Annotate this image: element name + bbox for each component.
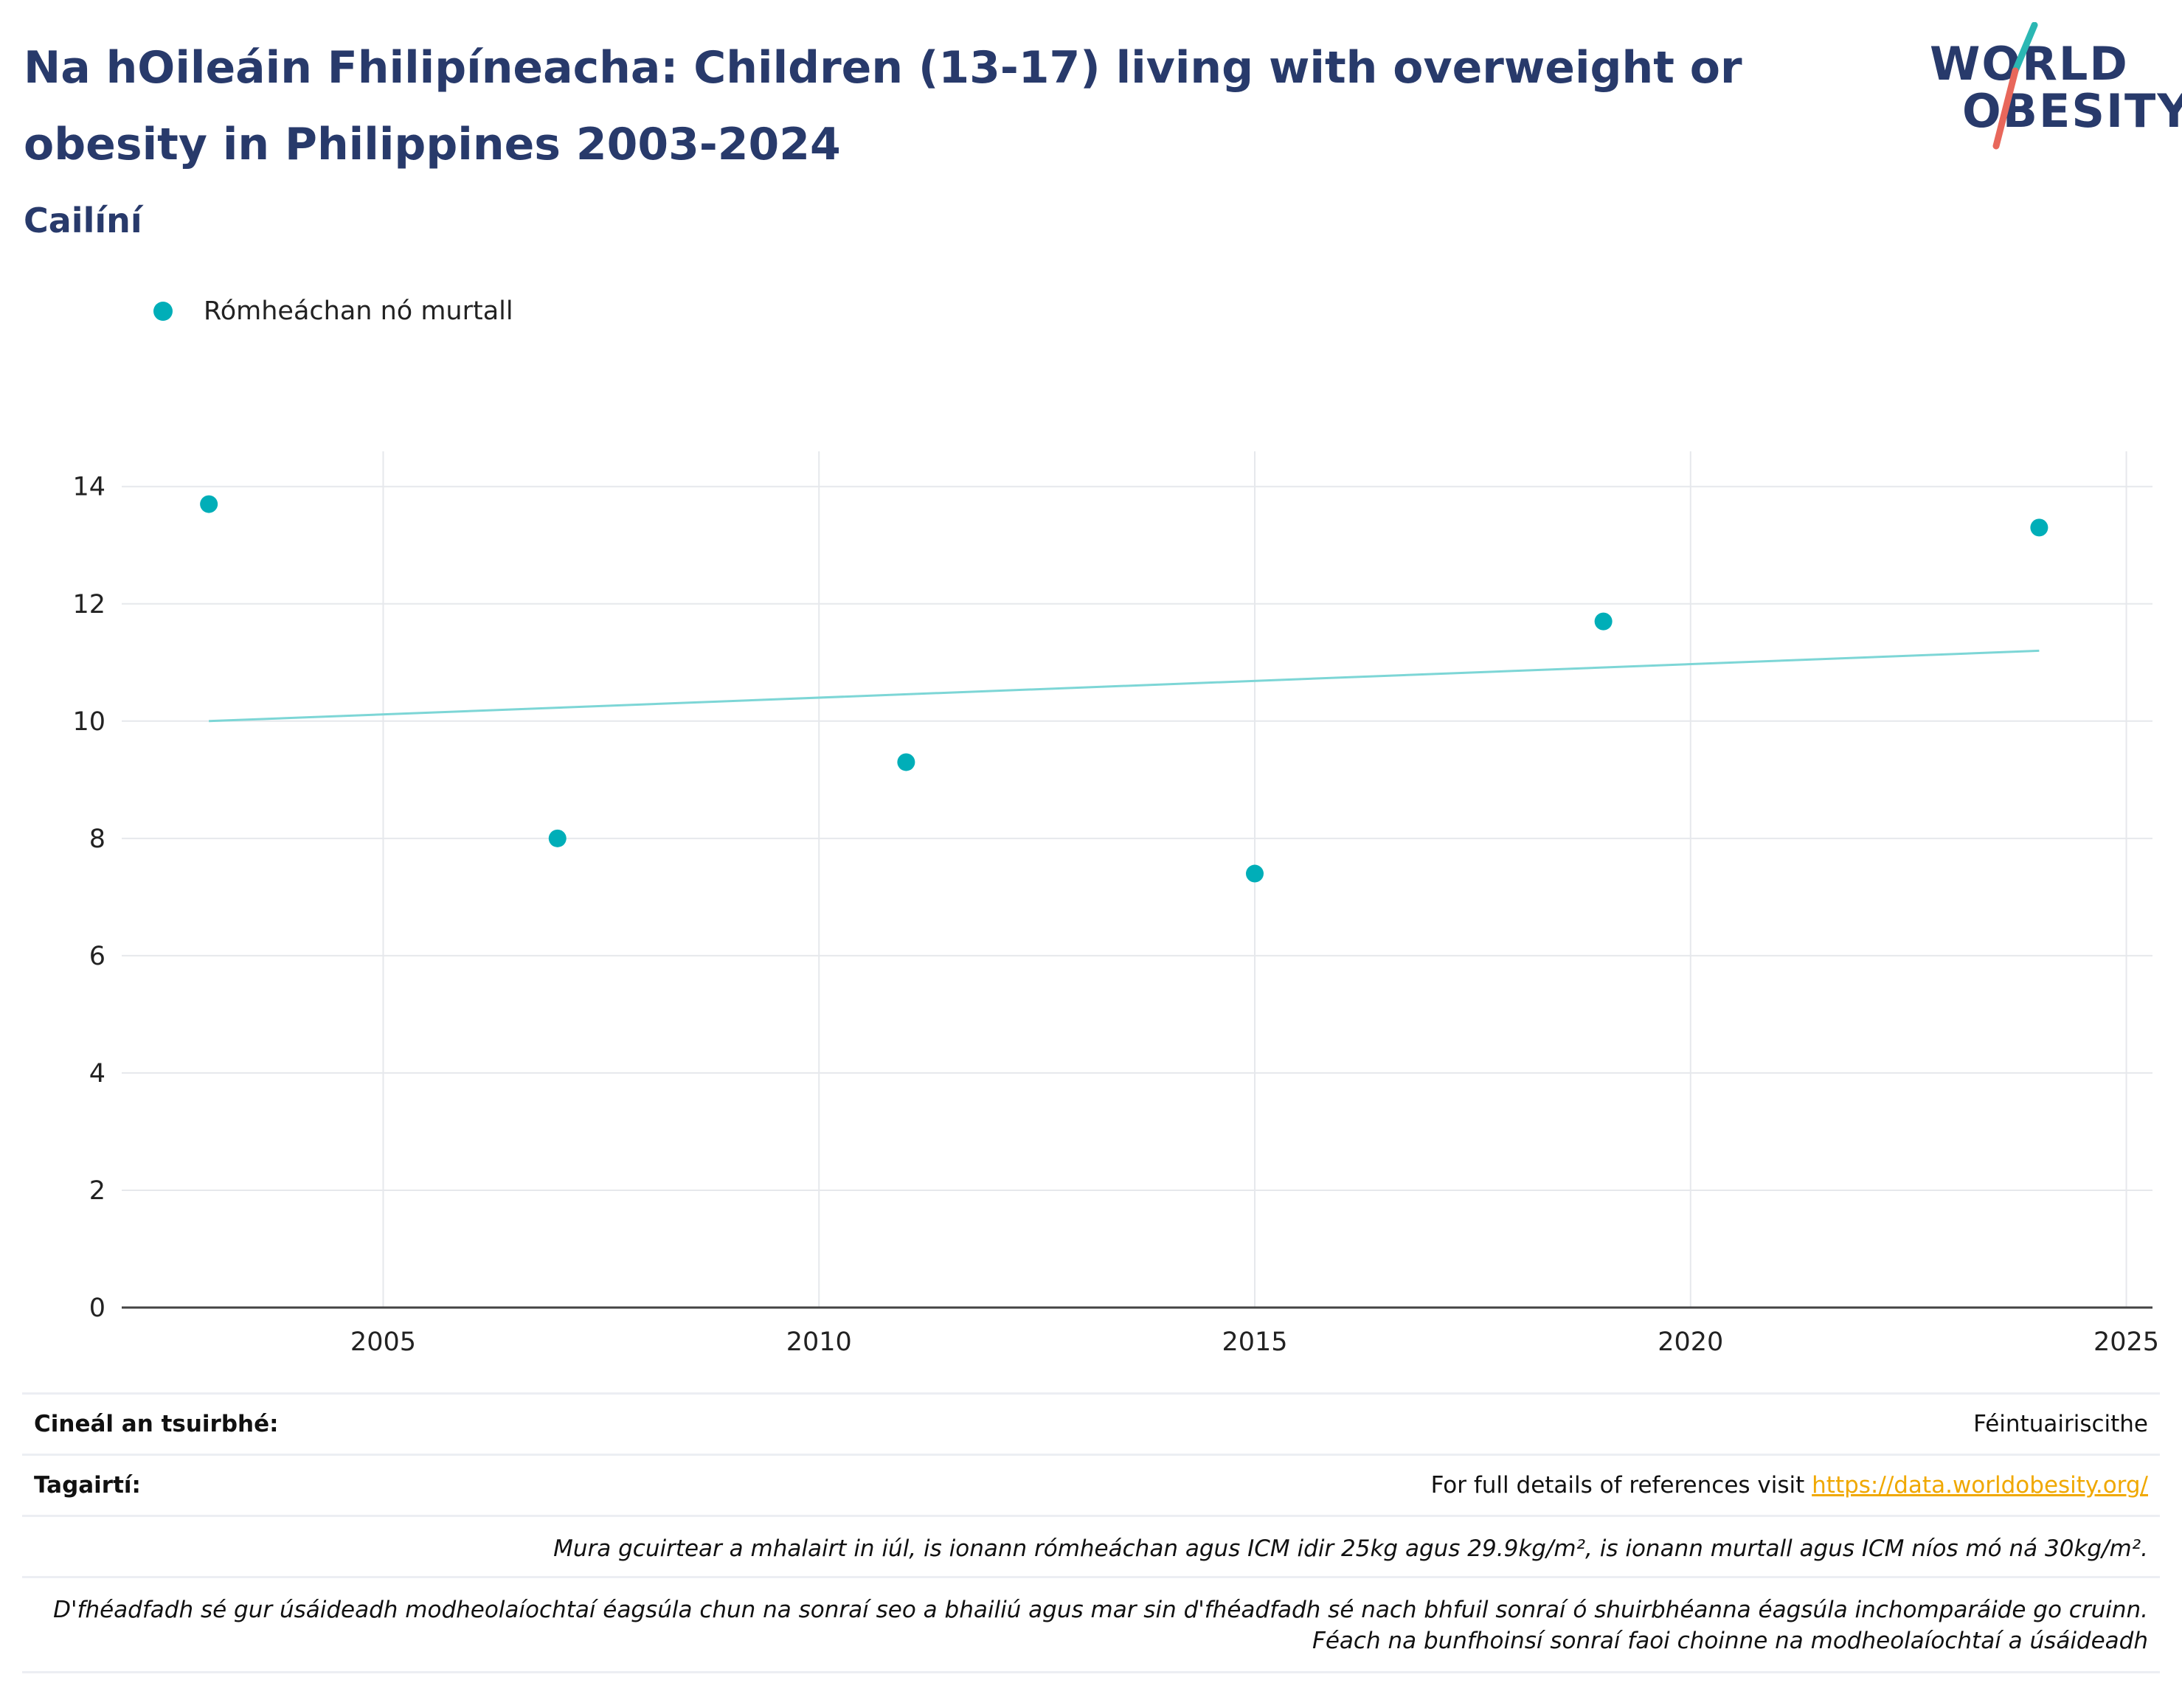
page-subtitle: Cailíní (24, 201, 142, 240)
x-tick-label: 2005 (350, 1327, 416, 1357)
legend-marker-icon (153, 302, 173, 321)
y-tick-label: 10 (72, 707, 105, 737)
y-tick-label: 12 (72, 590, 105, 619)
survey-type-label: Cineál an tsuirbhé: (34, 1411, 279, 1437)
methodology-note-row: D'fhéadfadh sé gur úsáideadh modheolaíoc… (22, 1576, 2160, 1673)
methodology-note-line-1: D'fhéadfadh sé gur úsáideadh modheolaíoc… (53, 1597, 2148, 1623)
page-title: Na hOileáin Fhilipíneacha: Children (13-… (24, 42, 1742, 170)
y-tick-label: 2 (89, 1176, 105, 1206)
references-value: For full details of references visit htt… (1431, 1472, 2148, 1499)
y-tick-label: 14 (72, 473, 105, 502)
logo-slash-icon (1992, 22, 2038, 150)
x-tick-label: 2015 (1222, 1327, 1287, 1357)
scatter-chart: 0 2 4 6 8 10 12 14 2005 2010 2015 2020 2025 (72, 451, 2159, 1357)
data-point (897, 753, 915, 771)
data-point (200, 495, 218, 513)
y-tick-label: 6 (89, 942, 105, 971)
data-point (548, 829, 567, 847)
references-row: Tagairtí: For full details of references… (22, 1454, 2160, 1515)
world-obesity-logo[interactable]: WORLD OBESITY (1925, 22, 2182, 155)
survey-type-value: Féintuairiscithe (1973, 1411, 2148, 1437)
references-text: For full details of references visit (1430, 1472, 1812, 1499)
y-tick-label: 8 (89, 825, 105, 854)
definition-note: Mura gcuirtear a mhalairt in iúl, is ion… (553, 1535, 2148, 1562)
methodology-note-line-2: Féach na bunfhoinsí sonraí faoi choinne … (1312, 1628, 2148, 1654)
survey-type-row: Cineál an tsuirbhé: Féintuairiscithe (22, 1392, 2160, 1454)
definition-note-row: Mura gcuirtear a mhalairt in iúl, is ion… (22, 1515, 2160, 1576)
chart-legend[interactable]: Rómheáchan nó murtall (153, 296, 513, 326)
data-point (1594, 612, 1613, 631)
x-tick-label: 2020 (1658, 1327, 1723, 1357)
methodology-note: D'fhéadfadh sé gur úsáideadh modheolaíoc… (53, 1594, 2148, 1656)
x-tick-label: 2010 (786, 1327, 852, 1357)
y-tick-label: 4 (89, 1059, 105, 1089)
legend-label: Rómheáchan nó murtall (204, 296, 513, 326)
y-tick-label: 0 (89, 1294, 105, 1323)
data-point (1246, 864, 1264, 883)
x-tick-label: 2025 (2093, 1327, 2159, 1357)
references-link[interactable]: https://data.worldobesity.org/ (1812, 1472, 2148, 1499)
references-label: Tagairtí: (34, 1472, 141, 1499)
chart-footer: Cineál an tsuirbhé: Féintuairiscithe Tag… (22, 1392, 2160, 1673)
data-point (2030, 518, 2048, 537)
trendline (209, 649, 2040, 723)
